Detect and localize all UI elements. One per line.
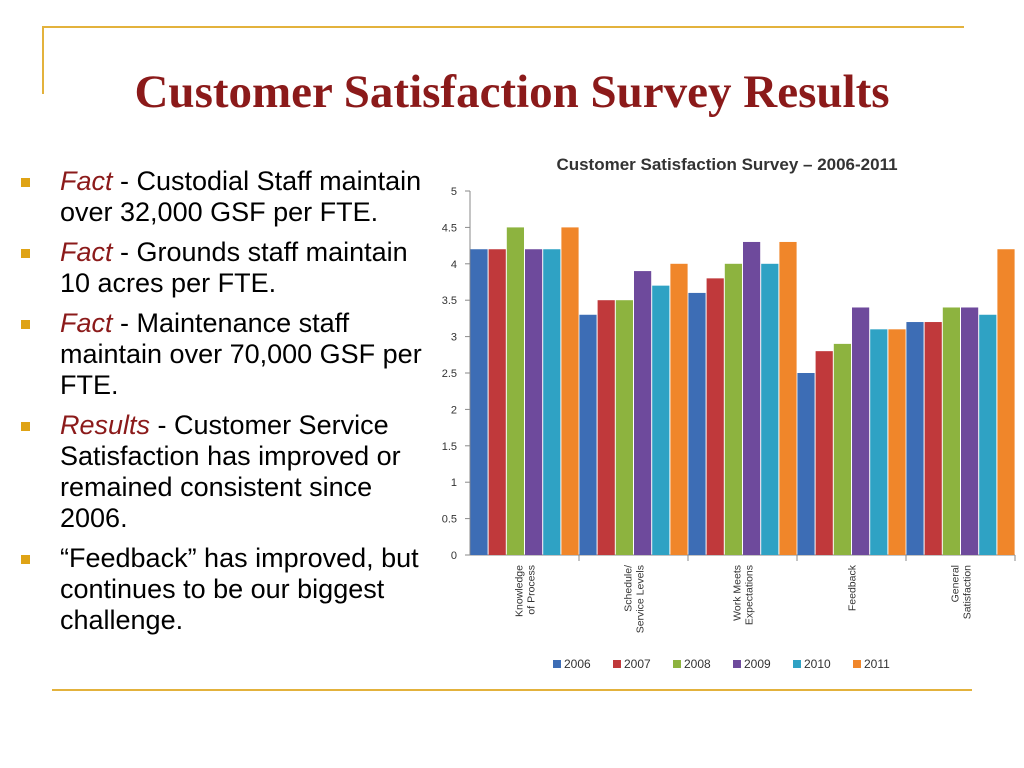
x-tick-label: Expectations: [744, 565, 756, 625]
legend-label: 2007: [624, 657, 651, 671]
legend-swatch: [793, 660, 801, 668]
bottom-accent-line: [52, 689, 972, 691]
legend-swatch: [553, 660, 561, 668]
slide-title: Customer Satisfaction Survey Results: [134, 66, 890, 119]
y-tick-label: 1: [451, 477, 457, 489]
bar: [906, 322, 924, 555]
bullet-item: Fact - Maintenance staff maintain over 7…: [20, 308, 430, 401]
y-tick-label: 0: [451, 550, 457, 562]
bullet-lead: Fact: [60, 237, 113, 267]
y-tick-label: 3.5: [442, 295, 457, 307]
bar: [815, 351, 833, 555]
x-tick-label: Work Meets: [732, 565, 744, 621]
bullet-text: - Customer Service Satisfaction has impr…: [60, 410, 401, 533]
bar: [942, 307, 960, 555]
legend-swatch: [673, 660, 681, 668]
bar: [634, 271, 652, 555]
bullet-lead: Fact: [60, 308, 113, 338]
bar: [652, 285, 670, 555]
bullet-text: - Custodial Staff maintain over 32,000 G…: [60, 166, 422, 227]
left-accent-line: [42, 26, 44, 94]
bar: [833, 343, 851, 555]
bar: [924, 322, 942, 555]
bar: [743, 241, 761, 555]
bullet-text: - Grounds staff maintain 10 acres per FT…: [60, 237, 408, 298]
bullet-text: - Maintenance staff maintain over 70,000…: [60, 308, 422, 400]
bar: [979, 314, 997, 555]
y-tick-label: 1.5: [442, 441, 457, 453]
x-tick-label: of Process: [526, 565, 538, 615]
bar: [797, 373, 815, 555]
y-tick-label: 0.5: [442, 514, 457, 526]
bar: [779, 241, 797, 555]
legend-label: 2009: [744, 657, 771, 671]
bar: [488, 249, 506, 555]
bullet-item: Fact - Grounds staff maintain 10 acres p…: [20, 237, 430, 299]
y-tick-label: 2.5: [442, 368, 457, 380]
x-tick-label: Satisfaction: [962, 565, 974, 619]
bar: [579, 314, 597, 555]
bar: [688, 292, 706, 555]
x-tick-label: Knowledge: [514, 565, 526, 617]
bullet-lead: Fact: [60, 166, 113, 196]
bar: [997, 249, 1015, 555]
bar: [470, 249, 488, 555]
bar: [706, 278, 724, 555]
y-tick-label: 3: [451, 332, 457, 344]
chart-title: Customer Satisfaction Survey – 2006-2011: [556, 155, 897, 174]
bullet-marker-icon: [21, 249, 30, 258]
top-accent-line: [44, 26, 964, 28]
y-tick-label: 5: [451, 186, 457, 198]
bar-chart: Customer Satisfaction Survey – 2006-2011…: [442, 155, 1016, 671]
x-tick-label: Schedule/: [623, 565, 635, 612]
x-tick-label: Service Levels: [635, 565, 647, 633]
bar: [852, 307, 870, 555]
bar: [525, 249, 543, 555]
bullet-marker-icon: [21, 178, 30, 187]
bullet-marker-icon: [21, 422, 30, 431]
bar: [961, 307, 979, 555]
bullet-marker-icon: [21, 320, 30, 329]
bar: [670, 263, 688, 555]
bar: [543, 249, 561, 555]
y-tick-label: 4.5: [442, 222, 457, 234]
bar: [561, 227, 579, 555]
bullet-list: Fact - Custodial Staff maintain over 32,…: [20, 166, 430, 645]
legend-label: 2010: [804, 657, 831, 671]
y-tick-label: 2: [451, 404, 457, 416]
bullet-text: “Feedback” has improved, but continues t…: [60, 543, 419, 635]
bar: [597, 300, 615, 555]
bar: [870, 329, 888, 555]
bar: [888, 329, 906, 555]
legend-label: 2006: [564, 657, 591, 671]
x-tick-label: Feedback: [847, 564, 859, 611]
y-tick-label: 4: [451, 259, 457, 271]
bar: [761, 263, 779, 555]
bullet-item: Fact - Custodial Staff maintain over 32,…: [20, 166, 430, 228]
legend-label: 2011: [864, 657, 890, 671]
legend-swatch: [853, 660, 861, 668]
bullet-item: “Feedback” has improved, but continues t…: [20, 543, 430, 636]
legend-swatch: [733, 660, 741, 668]
legend-swatch: [613, 660, 621, 668]
bullet-lead: Results: [60, 410, 151, 440]
bar: [506, 227, 524, 555]
bar: [724, 263, 742, 555]
bullet-marker-icon: [21, 555, 30, 564]
legend-label: 2008: [684, 657, 711, 671]
bullet-item: Results - Customer Service Satisfaction …: [20, 410, 430, 534]
bar: [615, 300, 633, 555]
x-tick-label: General: [950, 565, 962, 602]
